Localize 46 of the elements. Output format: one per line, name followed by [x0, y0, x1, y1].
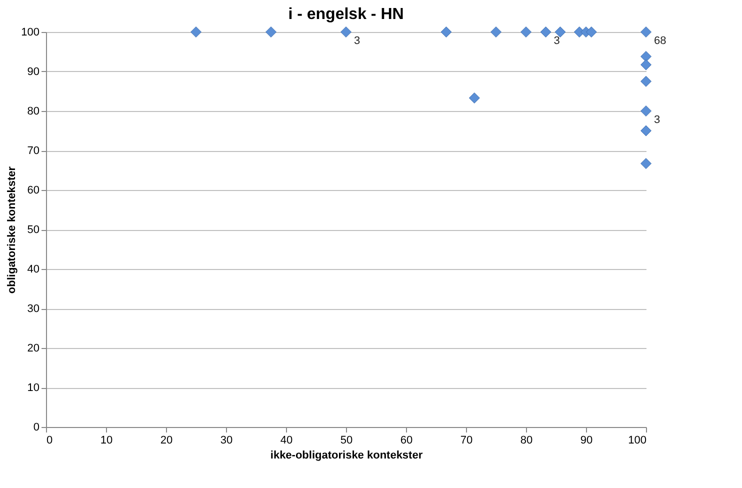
- point: [340, 26, 352, 38]
- y-tick-label: 0: [33, 422, 40, 434]
- y-tick-label: 100: [21, 26, 40, 38]
- point: [586, 26, 597, 38]
- point: [440, 26, 452, 38]
- point: [190, 26, 202, 38]
- chart-title: i - engelsk - HN: [288, 6, 404, 23]
- x-tick-label: 20: [160, 434, 173, 446]
- x-tick-label: 100: [628, 434, 646, 446]
- y-tick-label: 10: [27, 382, 40, 394]
- point: [640, 76, 652, 87]
- point: [640, 106, 652, 116]
- x-tick-label: 70: [460, 434, 473, 446]
- x-tick-label: 80: [520, 434, 533, 446]
- x-tick-label: 30: [220, 434, 233, 446]
- point: [540, 26, 552, 38]
- y-tick-label: 70: [27, 145, 40, 157]
- x-tick-label: 90: [580, 434, 593, 446]
- y-tick-label: 30: [27, 303, 40, 315]
- annotation: 3: [654, 114, 660, 126]
- point: [520, 26, 532, 38]
- y-tick-label: 50: [27, 224, 40, 236]
- y-axis-title: obligatoriske kontekster: [6, 166, 18, 294]
- x-axis-title: ikke-obligatoriske kontekster: [270, 450, 424, 462]
- x-tick-label: 40: [280, 434, 293, 446]
- point: [640, 158, 652, 170]
- point: [468, 92, 480, 104]
- point: [554, 26, 566, 38]
- y-tick-label: 80: [27, 106, 40, 118]
- y-tick-label: 60: [27, 184, 40, 196]
- annotation: 68: [654, 35, 666, 47]
- point: [640, 59, 652, 70]
- y-tick-label: 90: [27, 66, 40, 78]
- x-tick-label: 50: [340, 434, 353, 446]
- y-tick-label: 40: [27, 264, 40, 276]
- x-tick-label: 0: [46, 434, 53, 446]
- point: [266, 26, 276, 38]
- point: [640, 26, 652, 38]
- point: [640, 50, 652, 62]
- y-tick-label: 20: [27, 342, 40, 354]
- point: [490, 26, 502, 38]
- x-tick-label: 60: [400, 434, 413, 446]
- annotation: 3: [554, 35, 560, 47]
- x-tick-label: 10: [100, 434, 113, 446]
- annotation: 3: [354, 35, 360, 47]
- point: [640, 125, 652, 136]
